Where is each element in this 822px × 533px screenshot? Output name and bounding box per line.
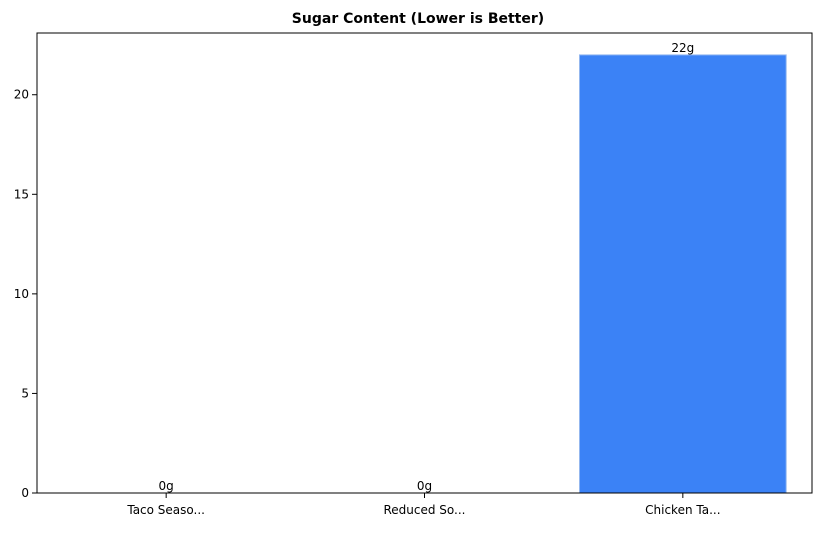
x-tick-label-2: Chicken Ta... (645, 503, 720, 517)
data-label-2: 22g (671, 41, 694, 55)
y-tick-label-2: 10 (14, 287, 29, 301)
y-tick-label-1: 5 (21, 386, 29, 400)
plot-area: 0 5 10 15 20 Taco Seaso... 0g Reduced So... 0g Ch… (14, 32, 813, 517)
data-label-1: 0g (417, 479, 432, 493)
y-tick-label-3: 15 (14, 187, 29, 201)
x-tick-label-1: Reduced So... (383, 503, 465, 517)
y-tick-label-0: 0 (21, 486, 29, 500)
x-tick-label-0: Taco Seaso... (126, 503, 205, 517)
bar-2 (579, 54, 787, 494)
chart-title: Sugar Content (Lower is Better) (292, 11, 544, 27)
y-tick-label-4: 20 (14, 88, 29, 102)
data-label-0: 0g (159, 479, 174, 493)
